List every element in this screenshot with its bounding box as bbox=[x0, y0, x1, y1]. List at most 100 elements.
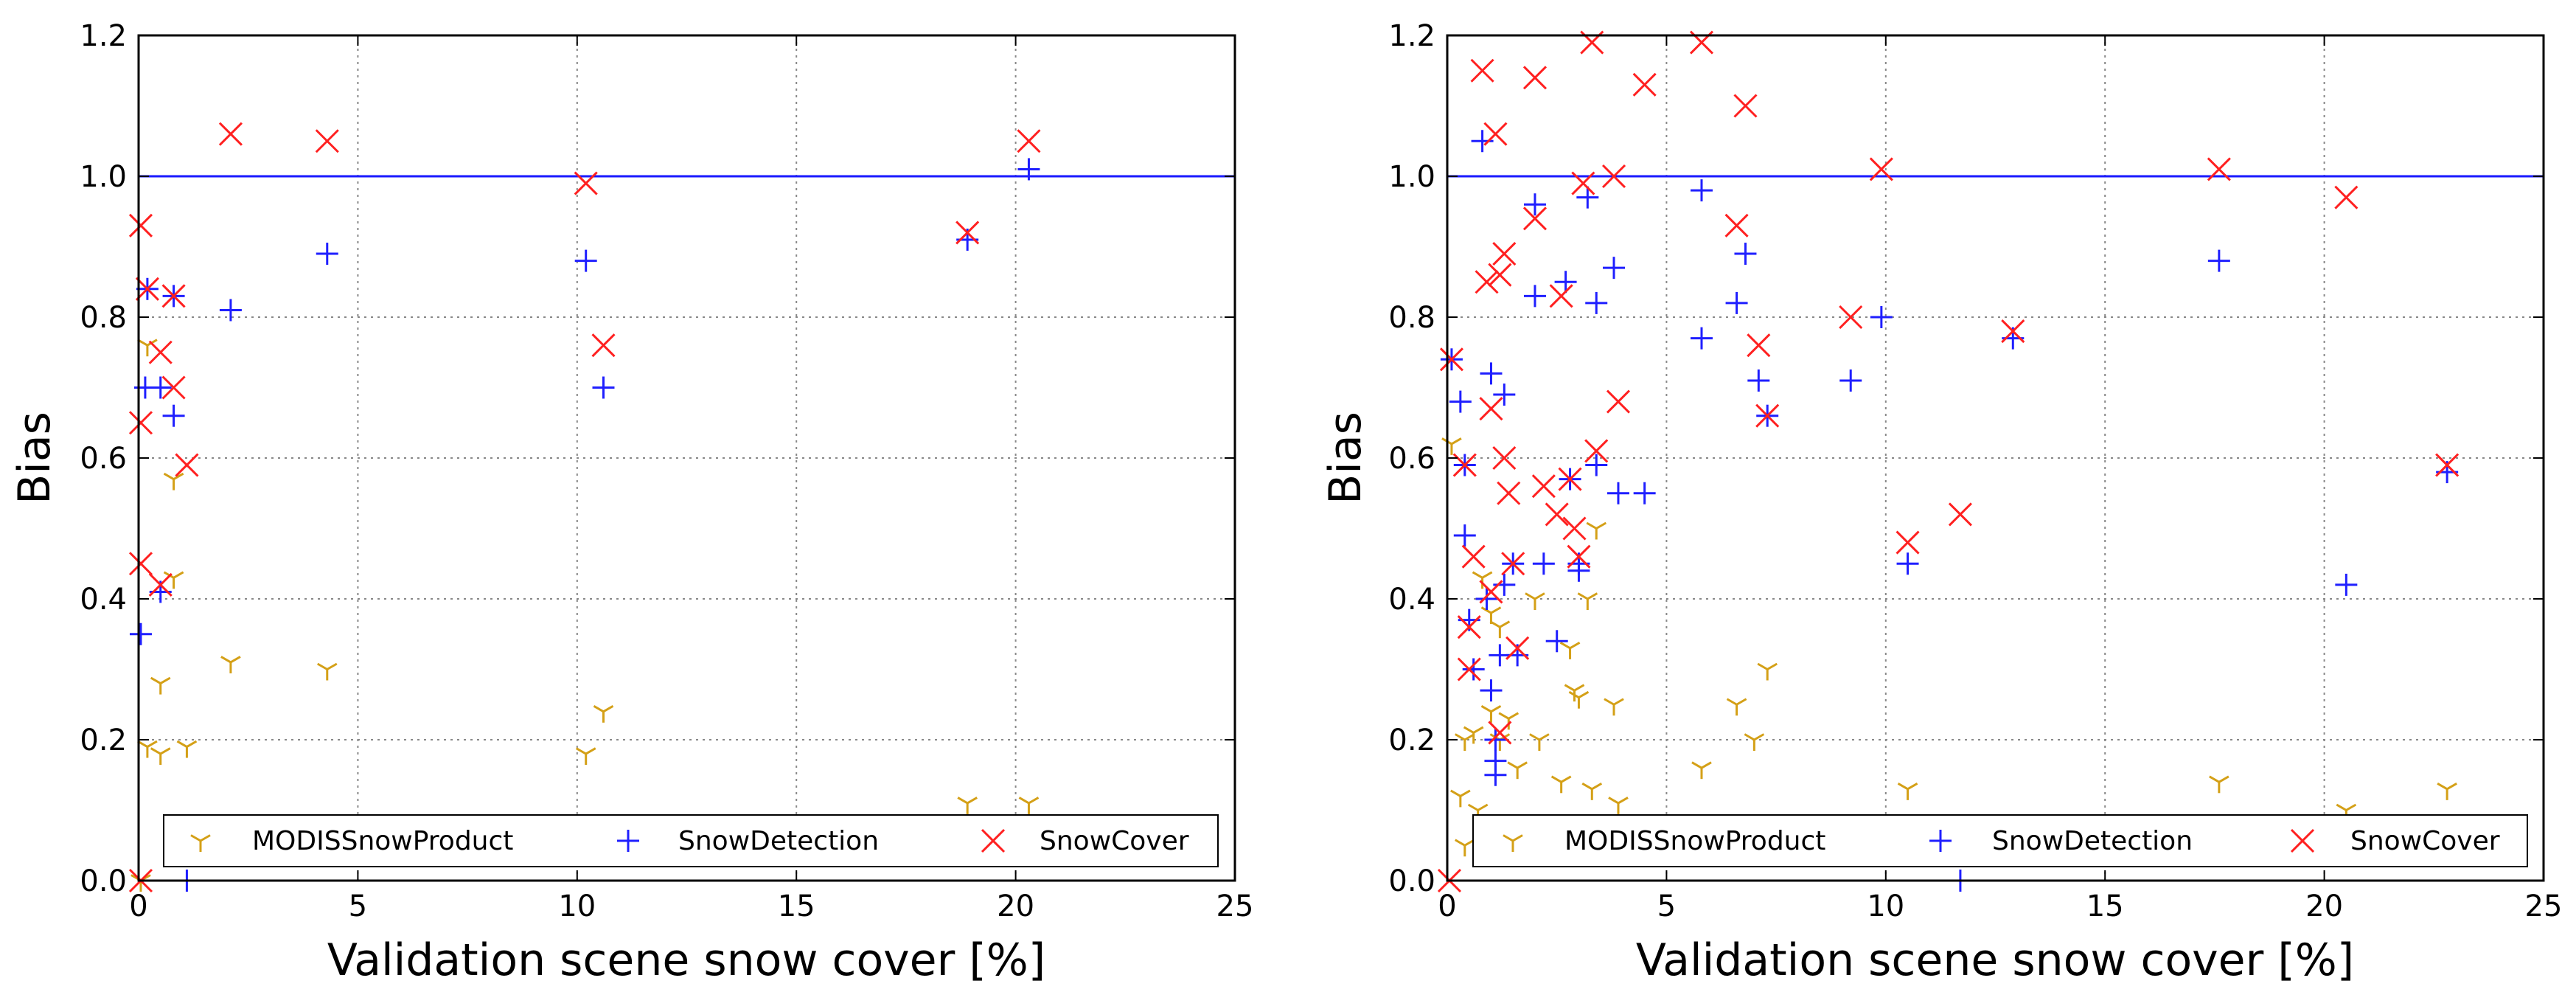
cover-point bbox=[2001, 319, 2025, 344]
cover-point bbox=[161, 284, 186, 308]
legend-label-detection: SnowDetection bbox=[678, 826, 879, 856]
modis-point bbox=[1691, 761, 1712, 780]
right-scatter-panel: 0 5 10 15 20 25 0.0 0.2 0.4 0.6 0.8 1.0 1.2 Validati… bbox=[1320, 19, 2562, 986]
detection-point bbox=[1523, 193, 1546, 216]
cover-point bbox=[1601, 164, 1626, 189]
cover-point bbox=[1839, 305, 1863, 330]
cover-point bbox=[1488, 721, 1512, 745]
modis-point bbox=[1586, 521, 1607, 540]
detection-point bbox=[1480, 362, 1503, 385]
detection-point bbox=[2207, 249, 2230, 272]
cover-point bbox=[1562, 516, 1587, 541]
cover-point bbox=[1522, 66, 1548, 90]
x-tick-label: 20 bbox=[2305, 889, 2343, 923]
cover-point bbox=[135, 277, 159, 301]
cover-point bbox=[1896, 530, 1920, 555]
legend-label-detection: SnowDetection bbox=[1992, 826, 2193, 856]
detection-point bbox=[1554, 271, 1577, 294]
modis-point bbox=[1018, 797, 1040, 814]
cover-point bbox=[2207, 157, 2231, 181]
cover-point bbox=[1545, 502, 1569, 527]
y-tick-label: 0.8 bbox=[1388, 301, 1435, 335]
modis-point bbox=[1604, 698, 1624, 716]
cover-point bbox=[1869, 157, 1893, 181]
cover-point bbox=[1479, 397, 1503, 421]
cover-point bbox=[1470, 58, 1494, 83]
cover-point bbox=[1567, 544, 1591, 569]
cover-point bbox=[1461, 544, 1486, 569]
cover-point bbox=[1497, 481, 1521, 505]
cover-point bbox=[955, 221, 980, 245]
detection-point bbox=[1484, 729, 1507, 751]
modis-point bbox=[1450, 789, 1471, 808]
series-SnowCover bbox=[1437, 30, 2460, 893]
modis-point-legend-symbol bbox=[190, 834, 211, 852]
cover-point bbox=[1492, 445, 1517, 471]
modis-point bbox=[957, 797, 978, 814]
legend-label-cover: SnowCover bbox=[2350, 826, 2500, 856]
y-tick-label: 1.0 bbox=[80, 160, 127, 194]
cover-point bbox=[315, 129, 339, 153]
detection-point bbox=[1747, 369, 1770, 392]
plot-area bbox=[139, 35, 1235, 881]
cover-point bbox=[2334, 185, 2359, 209]
cover-point bbox=[218, 122, 243, 146]
detection-point bbox=[1017, 158, 1040, 181]
detection-point bbox=[1585, 291, 1608, 314]
legend-label-cover: SnowCover bbox=[1040, 826, 1189, 856]
modis-point bbox=[1581, 783, 1603, 800]
modis-point bbox=[2437, 783, 2457, 800]
y-tick-label: 0.2 bbox=[1388, 724, 1435, 757]
detection-point bbox=[129, 622, 152, 645]
modis-point bbox=[1529, 733, 1550, 751]
x-tick-label: 10 bbox=[1867, 889, 1904, 923]
detection-point bbox=[1567, 559, 1590, 582]
detection-point bbox=[1523, 285, 1546, 308]
left-scatter-panel: 0 5 10 15 20 25 0.0 0.2 0.4 0.6 0.8 1.0 1.2 Validati… bbox=[9, 19, 1253, 986]
modis-point bbox=[1480, 704, 1502, 723]
cover-point bbox=[2435, 453, 2460, 477]
detection-point bbox=[1603, 257, 1626, 280]
cover-point bbox=[1457, 657, 1481, 681]
x-axis-label: Validation scene snow cover [%] bbox=[327, 934, 1045, 986]
plot-area bbox=[1447, 35, 2544, 881]
legend-marker-detection bbox=[617, 830, 639, 852]
cover-point bbox=[1505, 636, 1530, 660]
y-tick-label: 0.6 bbox=[80, 442, 127, 476]
cover-point bbox=[1017, 129, 1041, 153]
modis-point bbox=[2209, 775, 2229, 794]
detection-point bbox=[1839, 369, 1862, 392]
cover-point bbox=[1475, 270, 1499, 294]
cover-point bbox=[1549, 284, 1573, 308]
detection-point bbox=[1690, 179, 1713, 202]
detection-point bbox=[1606, 482, 1629, 504]
detection-point bbox=[1475, 588, 1498, 610]
cover-point bbox=[1606, 389, 1631, 414]
modis-point bbox=[220, 656, 241, 673]
cover-point bbox=[128, 552, 153, 576]
cover-point bbox=[1724, 213, 1749, 237]
x-tick-label: 15 bbox=[778, 889, 815, 923]
modis-point bbox=[1744, 733, 1765, 751]
modis-point bbox=[1489, 620, 1511, 639]
legend-marker-detection bbox=[1929, 830, 1952, 852]
detection-point bbox=[1896, 552, 1919, 575]
cover-point bbox=[1522, 207, 1548, 231]
legend-marker-cover bbox=[2290, 828, 2315, 853]
modis-point bbox=[150, 747, 171, 766]
modis-point bbox=[1525, 592, 1545, 610]
ticks: 0 5 10 15 20 25 0.0 0.2 0.4 0.6 0.8 1.0 1.2 bbox=[1388, 19, 2562, 923]
legend: MODISSnowProduct SnowDetection SnowCover bbox=[163, 814, 1219, 867]
cover-point bbox=[1488, 263, 1512, 287]
legend-marker-modis bbox=[190, 834, 211, 852]
detection-point bbox=[1585, 454, 1608, 476]
x-tick-label: 15 bbox=[2086, 889, 2124, 923]
cover-point bbox=[161, 375, 186, 400]
series-SnowCover bbox=[128, 122, 1041, 893]
detection-point bbox=[1462, 658, 1485, 681]
legend-box bbox=[163, 814, 1219, 867]
detection-point bbox=[1480, 679, 1503, 702]
y-tick-label: 0.2 bbox=[80, 724, 127, 757]
x-tick-label: 5 bbox=[349, 889, 367, 923]
